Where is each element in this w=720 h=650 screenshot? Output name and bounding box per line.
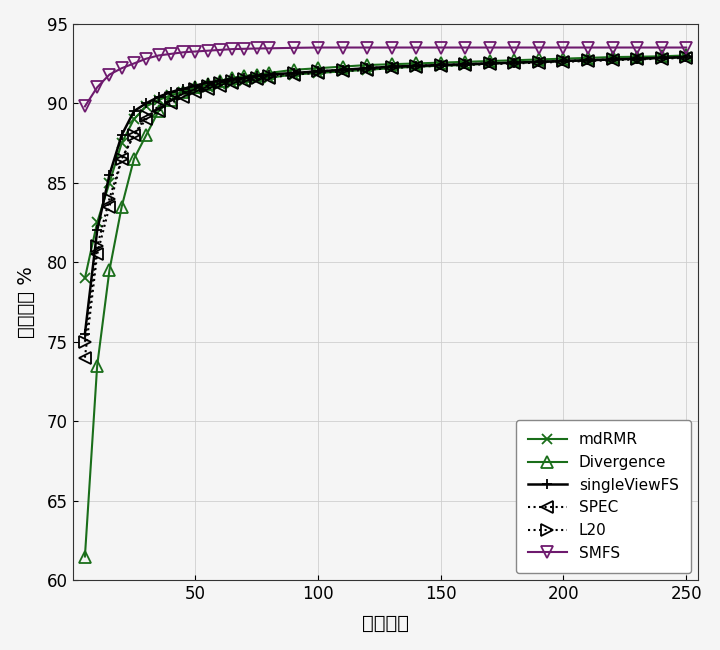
Legend: mdRMR, Divergence, singleViewFS, SPEC, L20, SMFS: mdRMR, Divergence, singleViewFS, SPEC, L… (516, 420, 690, 573)
X-axis label: 特征数量: 特征数量 (362, 614, 409, 633)
Y-axis label: 总体精度 %: 总体精度 % (17, 266, 36, 338)
